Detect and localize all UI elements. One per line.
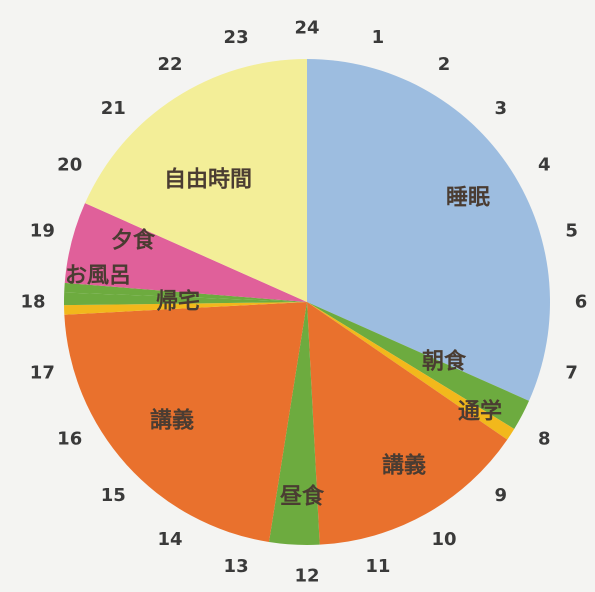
pie-slice (307, 302, 508, 545)
hour-tick-label: 6 (575, 292, 588, 313)
hour-tick-label: 17 (30, 362, 55, 383)
pie-slice (64, 292, 307, 306)
slice-label: 夕食 (111, 228, 156, 254)
hour-tick-label: 24 (294, 18, 319, 39)
hour-tick-label: 15 (101, 485, 126, 506)
hour-tick-label: 12 (294, 566, 319, 587)
hour-tick-label: 4 (538, 155, 551, 176)
hour-tick-label: 5 (565, 221, 578, 242)
hour-tick-label: 3 (494, 98, 507, 119)
hour-tick-label: 11 (365, 556, 390, 577)
slice-label: 帰宅 (156, 289, 200, 315)
hour-tick-label: 19 (30, 221, 55, 242)
pie-slice (268, 302, 320, 546)
pie-slice (64, 302, 307, 543)
hour-tick-label: 2 (438, 54, 451, 75)
hour-tick-label: 16 (57, 429, 82, 450)
hour-tick-label: 9 (494, 485, 507, 506)
pie-slice (307, 59, 550, 401)
slice-label: 昼食 (280, 484, 325, 510)
hour-tick-label: 22 (157, 54, 182, 75)
slice-label: 講義 (382, 453, 426, 479)
hour-tick-label: 18 (20, 292, 45, 313)
pie-slice (85, 59, 307, 302)
hour-tick-label: 10 (431, 529, 456, 550)
slice-label: 通学 (458, 399, 502, 425)
slice-label: 自由時間 (164, 167, 252, 193)
hour-tick-label: 7 (565, 362, 578, 383)
hour-tick-label: 13 (224, 556, 249, 577)
hour-tick-label: 14 (157, 529, 182, 550)
hour-tick-label: 1 (372, 27, 385, 48)
hour-tick-label: 21 (101, 98, 126, 119)
slice-label: 睡眠 (446, 186, 490, 211)
slice-label: 朝食 (422, 349, 467, 375)
pie-slice (307, 302, 515, 440)
pie-slice (64, 302, 308, 315)
hour-tick-label: 20 (57, 155, 82, 176)
pie-slice (64, 203, 307, 302)
slice-label: 講義 (150, 408, 194, 434)
pie-slice (307, 302, 529, 429)
slice-label: お風呂 (65, 264, 131, 289)
pie-slice (64, 282, 307, 302)
hour-tick-label: 8 (538, 429, 551, 450)
hour-tick-label: 23 (224, 27, 249, 48)
